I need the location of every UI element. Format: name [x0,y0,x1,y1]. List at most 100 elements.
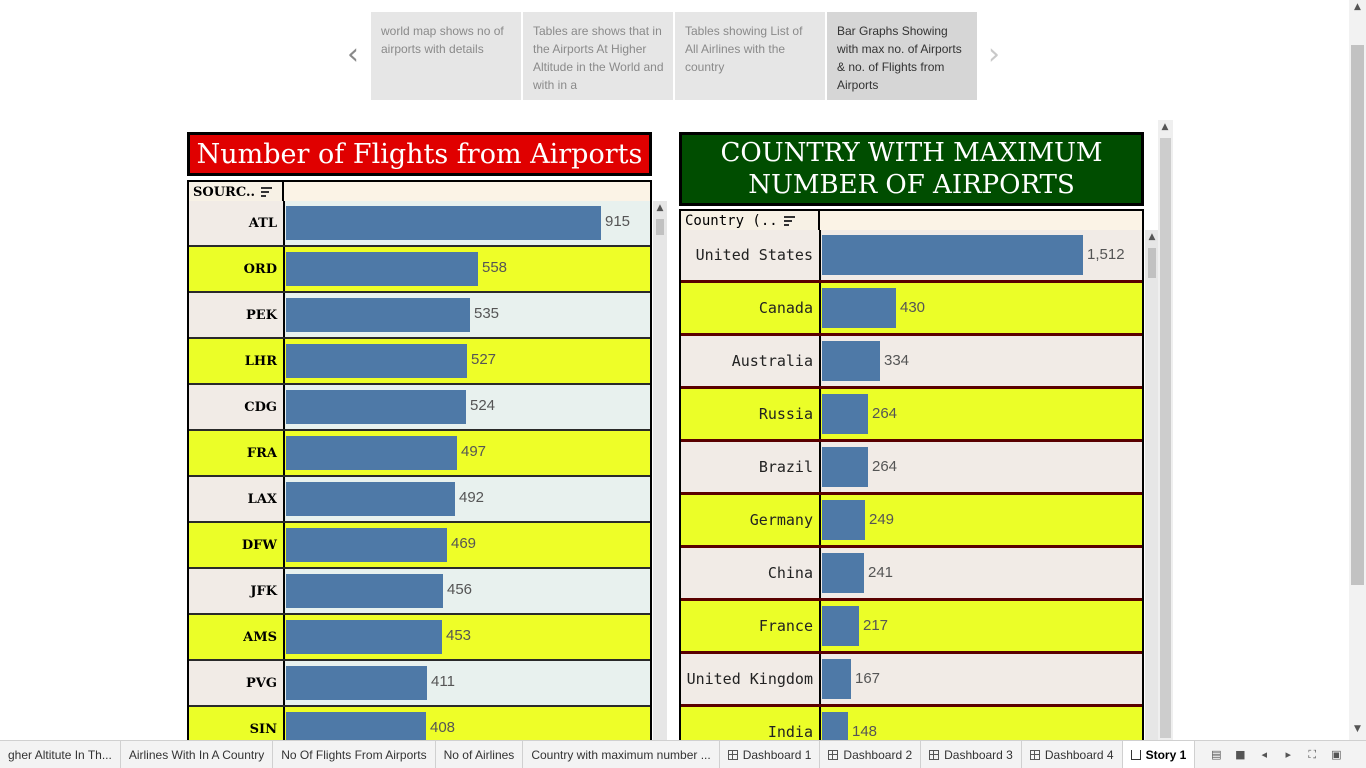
scroll-up-icon[interactable]: ▲ [656,203,664,213]
airport-count-bar[interactable] [822,394,868,434]
table-row[interactable]: ATL 915 [189,201,650,247]
flight-count-bar[interactable] [286,666,427,700]
show-filmstrip-icon[interactable]: ■ [1235,748,1246,761]
flight-count-value: 558 [482,259,508,276]
sheet-tab[interactable]: Dashboard 1 [720,740,821,768]
sort-icon[interactable] [261,187,273,197]
table-row[interactable]: LHR 527 [189,339,650,385]
flight-count-bar[interactable] [286,436,457,470]
story-point-4[interactable]: Bar Graphs Showing with max no. of Airpo… [827,12,977,100]
sheet-tab[interactable]: No Of Flights From Airports [273,740,436,768]
sheet-tab-label: Dashboard 2 [843,747,913,762]
sort-icon[interactable] [783,216,795,226]
table-row[interactable]: PVG 411 [189,661,650,707]
table-row[interactable]: SIN 408 [189,707,650,740]
airport-count-value: 217 [863,617,889,634]
chevron-right-icon[interactable]: › [988,37,1000,72]
story-point-caption: Bar Graphs Showing with max no. of Airpo… [837,24,962,92]
table-row[interactable]: United States 1,512 [681,230,1142,283]
prev-sheet-icon[interactable]: ◂ [1261,748,1268,761]
country-label: France [681,601,821,651]
flight-count-bar[interactable] [286,298,470,332]
table-row[interactable]: Germany 249 [681,495,1142,548]
table-row[interactable]: FRA 497 [189,431,650,477]
scroll-up-icon[interactable]: ▲ [1161,122,1169,132]
source-header[interactable]: SOURC.. [187,180,284,204]
table-row[interactable]: Brazil 264 [681,442,1142,495]
scroll-thumb[interactable] [656,219,664,235]
flight-count-bar[interactable] [286,528,447,562]
airport-count-bar[interactable] [822,341,880,381]
airport-count-bar[interactable] [822,606,859,646]
airport-count-bar[interactable] [822,500,865,540]
flight-count-bar[interactable] [286,620,442,654]
airport-count-bar[interactable] [822,447,868,487]
airport-count-bar[interactable] [822,553,864,593]
table-row[interactable]: France 217 [681,601,1142,654]
story-point-1[interactable]: world map shows no of airports with deta… [371,12,521,100]
scroll-thumb[interactable] [1148,248,1156,278]
bar-cell: 408 [285,707,650,740]
bar-cell: 456 [285,569,650,613]
airport-code-label: ATL [189,201,285,245]
sheet-tab[interactable]: No of Airlines [436,740,524,768]
flight-count-bar[interactable] [286,206,601,240]
story-point-2[interactable]: Tables are shows that in the Airports At… [523,12,673,100]
fullscreen-icon[interactable]: ⛶ [1308,747,1317,761]
table-row[interactable]: Australia 334 [681,336,1142,389]
scroll-down-icon[interactable]: ▼ [1354,724,1361,734]
bar-cell: 241 [821,548,1142,598]
airport-count-bar[interactable] [822,235,1083,275]
airport-count-bar[interactable] [822,712,848,740]
story-point-3[interactable]: Tables showing List of All Airlines with… [675,12,825,100]
table-row[interactable]: JFK 456 [189,569,650,615]
page-scrollbar[interactable]: ▲ ▼ [1349,0,1366,740]
table-row[interactable]: AMS 453 [189,615,650,661]
flight-count-bar[interactable] [286,482,455,516]
table-row[interactable]: ORD 558 [189,247,650,293]
airport-code-label: CDG [189,385,285,429]
scroll-up-icon[interactable]: ▲ [1354,2,1361,12]
sheet-tab[interactable]: Story 1 [1122,740,1196,768]
right-chart-scrollbar[interactable]: ▲ [1145,230,1159,740]
table-row[interactable]: LAX 492 [189,477,650,523]
sheet-tab[interactable]: Dashboard 2 [820,740,922,768]
sheet-tab[interactable]: Airlines With In A Country [121,740,274,768]
flight-count-value: 456 [447,581,473,598]
scroll-thumb[interactable] [1160,138,1171,738]
sheet-tab[interactable]: Country with maximum number ... [523,740,720,768]
story-point-caption: world map shows no of airports with deta… [381,24,504,56]
airport-count-bar[interactable] [822,288,896,328]
table-row[interactable]: CDG 524 [189,385,650,431]
table-row[interactable]: United Kingdom 167 [681,654,1142,707]
flight-count-bar[interactable] [286,712,426,740]
flight-count-bar[interactable] [286,574,443,608]
sheet-tab[interactable]: Dashboard 4 [1022,740,1123,768]
table-row[interactable]: Canada 430 [681,283,1142,336]
story-point-caption: Tables showing List of All Airlines with… [685,24,803,74]
table-row[interactable]: India 148 [681,707,1142,740]
flight-count-bar[interactable] [286,390,466,424]
dashboard-icon [929,749,940,760]
airport-count-bar[interactable] [822,659,851,699]
scroll-up-icon[interactable]: ▲ [1148,232,1156,242]
flight-count-bar[interactable] [286,344,467,378]
sheet-tab[interactable]: Dashboard 3 [921,740,1022,768]
story-point-caption: Tables are shows that in the Airports At… [533,24,664,92]
table-row[interactable]: DFW 469 [189,523,650,569]
present-icon[interactable]: ▣ [1331,748,1342,761]
table-row[interactable]: China 241 [681,548,1142,601]
sheet-tab[interactable]: gher Altitute In Th... [0,740,121,768]
airport-count-value: 167 [855,670,881,687]
next-sheet-icon[interactable]: ▸ [1285,748,1292,761]
left-chart-scrollbar[interactable]: ▲ [653,201,667,740]
flight-count-bar[interactable] [286,252,478,286]
dashboard-scrollbar[interactable]: ▲ [1158,120,1173,740]
scroll-thumb[interactable] [1351,45,1364,585]
show-sheet-sorter-icon[interactable]: ▤ [1211,748,1222,761]
sheet-tab-label: Dashboard 3 [944,747,1013,762]
table-row[interactable]: Russia 264 [681,389,1142,442]
table-row[interactable]: PEK 535 [189,293,650,339]
chevron-left-icon[interactable]: ‹ [347,37,359,72]
